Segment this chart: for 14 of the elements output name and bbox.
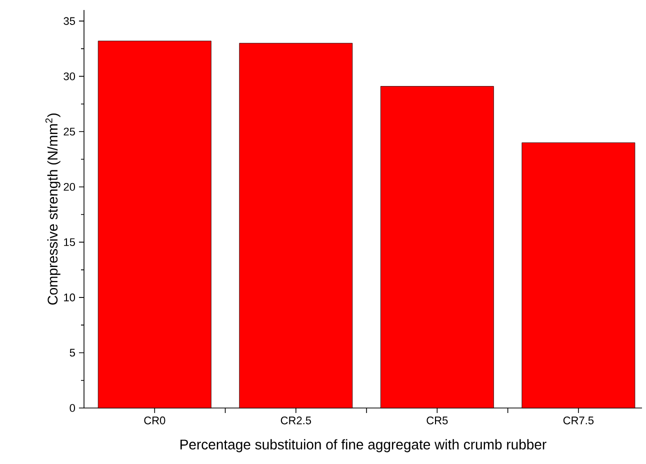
y-tick-label: 0 xyxy=(70,404,76,412)
y-tick-label: 10 xyxy=(64,294,76,302)
y-tick-label: 25 xyxy=(64,128,75,136)
y-tick-label: 35 xyxy=(64,17,75,25)
x-tick-label: CR0 xyxy=(144,416,166,424)
x-tick-label: CR2.5 xyxy=(280,416,312,424)
x-tick-label: CR5 xyxy=(426,416,448,424)
y-tick-label: 30 xyxy=(64,72,76,80)
y-axis-title: Compressive strength (N/mm$^{2}$) xyxy=(45,114,60,305)
y-tick-label: 5 xyxy=(70,348,75,357)
x-tick-label: CR7.5 xyxy=(563,416,594,424)
x-axis-title: Percentage substituion of fine aggregate with crumb rubber xyxy=(180,439,546,452)
y-tick-label: 15 xyxy=(64,238,75,246)
y-tick-label: 20 xyxy=(64,183,76,191)
